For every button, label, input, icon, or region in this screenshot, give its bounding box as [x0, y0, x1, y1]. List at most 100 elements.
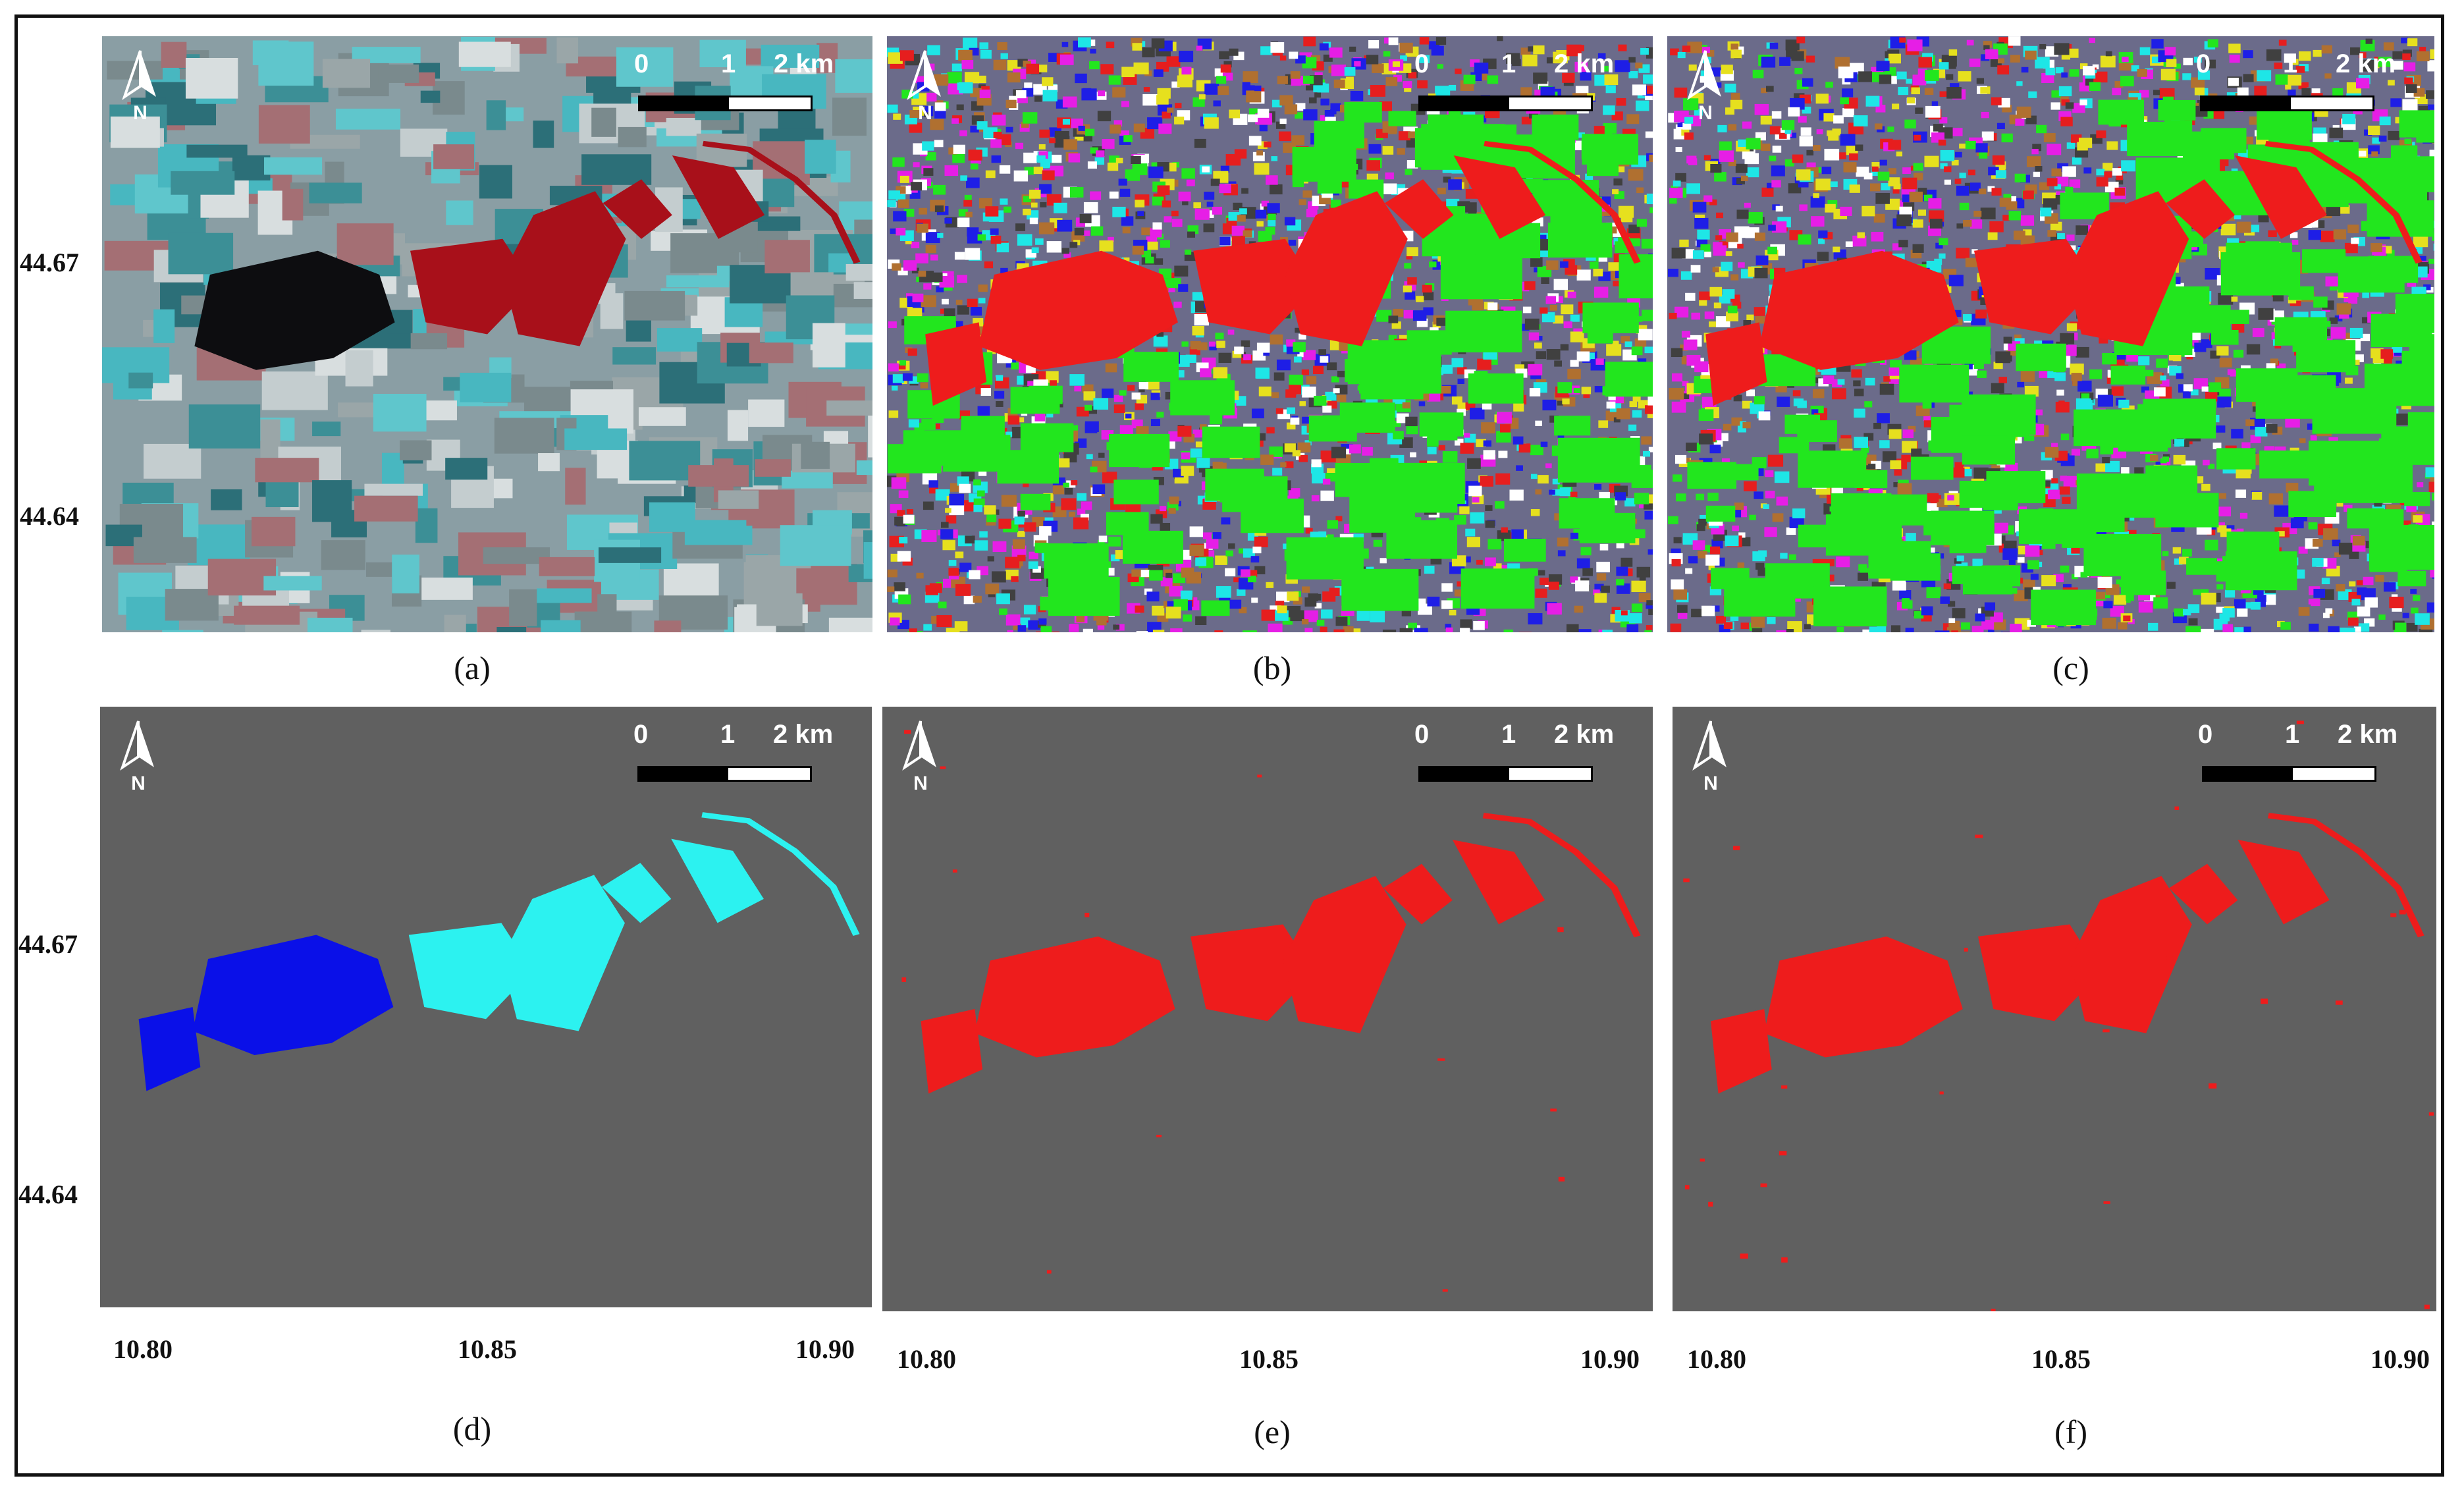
lon-label-d-2: 10.85 — [458, 1334, 517, 1364]
scale-tick-label: 2 km — [774, 49, 834, 78]
lon-label-e-1: 10.80 — [897, 1344, 956, 1374]
north-arrow-icon: N — [1679, 48, 1732, 124]
lon-label-f-2: 10.85 — [2031, 1344, 2091, 1374]
scale-tick-label: 1 — [1501, 720, 1516, 749]
panel-b-map: N 0 1 2 km — [887, 36, 1653, 632]
flood-class-region-2 — [1285, 191, 1408, 346]
scale-tick-label: 2 km — [2336, 49, 2396, 78]
caption-b: (b) — [1252, 649, 1292, 686]
lon-label-f-1: 10.80 — [1687, 1344, 1746, 1374]
river-channel — [702, 140, 861, 264]
scale-bar: 0 1 2 km — [1414, 720, 1614, 782]
north-label: N — [918, 102, 932, 124]
scale-segment-black — [2200, 95, 2289, 111]
flooded-field-2 — [502, 191, 626, 346]
river-channel — [2264, 140, 2423, 264]
north-arrow-icon: N — [112, 719, 165, 794]
scale-bar: 0 1 2 km — [2198, 720, 2397, 782]
flood-region-blue-1 — [138, 1007, 201, 1091]
scale-bar: 0 1 2 km — [1414, 49, 1614, 111]
scale-segment-black — [1418, 95, 1507, 111]
flood-region-cyan-0 — [408, 923, 533, 1020]
lon-label-d-1: 10.80 — [113, 1334, 173, 1364]
flood-region-2 — [2070, 876, 2192, 1033]
lon-label-f-3: 10.90 — [2370, 1344, 2430, 1374]
scale-segment-white — [2291, 766, 2376, 782]
flooded-field-3 — [603, 179, 672, 239]
panel-a-map: N 0 1 2 km — [102, 36, 872, 632]
scale-tick-label: 2 km — [1554, 720, 1615, 749]
flood-region-5 — [1711, 1009, 1772, 1094]
flood-region-2 — [1283, 876, 1406, 1033]
river-channel — [1484, 140, 1641, 264]
flood-class-region-1 — [1193, 238, 1316, 335]
north-label: N — [1698, 102, 1713, 124]
scale-segment-white — [1507, 766, 1593, 782]
river-channel — [2267, 813, 2424, 938]
north-label: N — [913, 773, 928, 794]
flood-class-region-4 — [1453, 155, 1546, 239]
scale-tick-label: 0 — [633, 720, 649, 749]
scale-tick-label: 1 — [721, 49, 736, 78]
lat-label-top-row-lower: 44.64 — [20, 501, 79, 531]
flood-region-cyan-2 — [601, 863, 672, 923]
flood-region-cyan-3 — [671, 838, 764, 923]
north-label: N — [133, 102, 147, 124]
lon-label-d-3: 10.90 — [795, 1334, 855, 1364]
scale-tick-label: 0 — [634, 49, 649, 78]
scale-tick-label: 1 — [2285, 720, 2300, 749]
flood-region-4 — [2237, 839, 2330, 925]
scale-segment-white — [726, 766, 812, 782]
caption-f: (f) — [2054, 1413, 2087, 1450]
river-channel — [1482, 813, 1641, 938]
north-arrow-icon: N — [114, 48, 167, 124]
figure-frame — [14, 14, 2444, 1477]
scale-segment-white — [2289, 95, 2374, 111]
flood-region-blue-0 — [192, 935, 394, 1055]
scale-tick-label: 0 — [2198, 720, 2213, 749]
flood-class-region-3 — [2166, 179, 2236, 239]
caption-c: (c) — [2052, 649, 2089, 686]
flood-class-region-0 — [1759, 250, 1959, 370]
panel-c-map: N 0 1 2 km — [1667, 36, 2434, 632]
caption-d: (d) — [452, 1410, 492, 1447]
flood-class-region-4 — [2235, 155, 2327, 239]
scale-tick-label: 1 — [2283, 49, 2298, 78]
flooded-field-4 — [672, 155, 765, 239]
lon-label-e-2: 10.85 — [1239, 1344, 1299, 1374]
scale-segment-black — [637, 766, 726, 782]
scale-tick-label: 2 km — [773, 720, 834, 749]
north-arrow-icon: N — [1684, 719, 1737, 794]
panel-e-map: N 0 1 2 km — [882, 707, 1653, 1311]
scale-segment-black — [2202, 766, 2291, 782]
flood-class-region-0 — [978, 250, 1178, 370]
flood-region-5 — [921, 1009, 983, 1094]
flood-class-region-2 — [2066, 191, 2189, 346]
flood-region-1 — [1191, 924, 1314, 1022]
scale-tick-label: 0 — [2196, 49, 2211, 78]
flood-class-region-5 — [925, 322, 987, 406]
flood-region-0 — [975, 936, 1175, 1058]
lon-label-e-3: 10.90 — [1580, 1344, 1640, 1374]
caption-e: (e) — [1254, 1413, 1291, 1450]
panel-f-map: N 0 1 2 km — [1673, 707, 2436, 1311]
flood-region-1 — [1978, 924, 2101, 1022]
scale-tick-label: 1 — [720, 720, 736, 749]
north-arrow-icon: N — [899, 48, 951, 124]
flood-class-region-3 — [1384, 179, 1454, 239]
flood-class-region-5 — [1705, 322, 1767, 406]
flooded-field-1 — [410, 238, 534, 335]
scale-segment-black — [638, 95, 727, 111]
flood-region-3 — [2169, 863, 2238, 925]
scale-tick-label: 2 km — [1554, 49, 1615, 78]
scale-tick-label: 2 km — [2338, 720, 2398, 749]
scale-segment-black — [1418, 766, 1507, 782]
scale-segment-white — [1507, 95, 1593, 111]
river-channel — [701, 812, 860, 937]
north-label: N — [1703, 773, 1718, 794]
scale-segment-white — [727, 95, 813, 111]
flood-region-3 — [1383, 863, 1453, 925]
north-arrow-icon: N — [894, 719, 947, 794]
flood-class-region-1 — [1974, 238, 2097, 335]
scale-bar: 0 1 2 km — [2196, 49, 2396, 111]
